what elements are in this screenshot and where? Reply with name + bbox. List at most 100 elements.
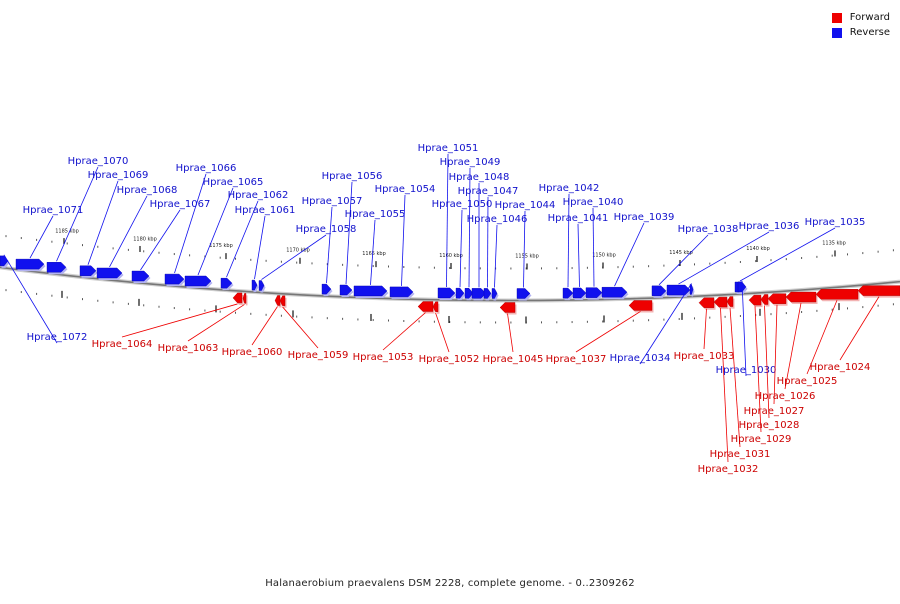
legend-swatch-reverse [832, 28, 842, 38]
gene-label: Hprae_1054 [375, 184, 436, 195]
gene-label: Hprae_1058 [296, 224, 357, 235]
gene-label: Hprae_1027 [744, 406, 805, 417]
gene-label: Hprae_1042 [539, 183, 600, 194]
gene-label: Hprae_1026 [755, 391, 816, 402]
gene-leader-line [704, 309, 707, 349]
gene-leader-line [495, 225, 498, 287]
gene-label: Hprae_1063 [158, 343, 219, 354]
gene-label: Hprae_1056 [322, 171, 383, 182]
gene-label: Hprae_1024 [810, 362, 871, 373]
gene-label: Hprae_1025 [777, 376, 838, 387]
gene-label: Hprae_1029 [731, 434, 792, 445]
gene-arrow [749, 295, 761, 305]
gene-label: Hprae_1047 [458, 186, 519, 197]
gene-label: Hprae_1062 [228, 190, 289, 201]
gene-label: Hprae_1069 [88, 170, 149, 181]
gene-leader-line [488, 197, 489, 287]
gene-leader-line [283, 307, 319, 348]
gene-arrow [699, 298, 714, 308]
gene-label: Hprae_1035 [805, 217, 866, 228]
gene-arrow [858, 286, 900, 296]
map-caption: Halanaerobium praevalens DSM 2228, compl… [0, 578, 900, 589]
gene-label: Hprae_1037 [546, 354, 607, 365]
gene-arrow [714, 297, 727, 307]
scale-label: 1140 kbp [746, 246, 770, 252]
gene-label: Hprae_1057 [302, 196, 363, 207]
gene-label: Hprae_1032 [698, 464, 759, 475]
gene-arrow [233, 293, 242, 303]
scale-label: 1175 kbp [209, 243, 233, 249]
gene-arrow [629, 300, 652, 310]
gene-label: Hprae_1061 [235, 205, 296, 216]
legend-swatch-forward [832, 13, 842, 23]
gene-label: Hprae_1067 [150, 199, 211, 210]
scale-label: 1160 kbp [439, 253, 463, 259]
gene-label: Hprae_1033 [674, 351, 735, 362]
scale-label: 1185 kbp [55, 228, 79, 234]
gene-label: Hprae_1046 [467, 214, 528, 225]
gene-label: Hprae_1028 [739, 420, 800, 431]
gene-label: Hprae_1060 [222, 347, 283, 358]
gene-label: Hprae_1064 [92, 339, 153, 350]
gene-label: Hprae_1051 [418, 143, 479, 154]
gene-label: Hprae_1070 [68, 156, 129, 167]
gene-arrow [602, 287, 627, 297]
gene-arrow [816, 289, 858, 299]
gene-arrow [354, 286, 387, 296]
gene-label: Hprae_1050 [432, 199, 493, 210]
legend: Forward Reverse [832, 10, 890, 40]
gene-leader-line [252, 307, 278, 345]
gene-leader-line [578, 224, 580, 287]
gene-leader-line [460, 210, 462, 287]
gene-leader-line [262, 235, 327, 280]
scale-label: 1155 kbp [515, 253, 539, 259]
gene-label: Hprae_1034 [610, 353, 671, 364]
gene-leader-line [740, 228, 835, 281]
gene-label: Hprae_1065 [203, 177, 264, 188]
gene-track [0, 256, 900, 315]
gene-label: Hprae_1036 [739, 221, 800, 232]
gene-arrow [390, 287, 413, 297]
gene-leader-line [327, 207, 333, 283]
gene-label: Hprae_1049 [440, 157, 501, 168]
gene-leader-line [436, 313, 450, 352]
gene-arrow [418, 302, 433, 312]
gene-label: Hprae_1052 [419, 354, 480, 365]
gene-label: Hprae_1039 [614, 212, 675, 223]
gene-leader-line [659, 235, 708, 285]
gene-arrow [275, 296, 280, 306]
scale-label: 1145 kbp [669, 250, 693, 256]
gene-leader-line [721, 308, 729, 462]
legend-label-reverse: Reverse [850, 27, 890, 38]
gene-label: Hprae_1055 [345, 209, 406, 220]
gene-leader-line [840, 297, 879, 360]
gene-leader-line [615, 223, 645, 286]
gene-label: Hprae_1045 [483, 354, 544, 365]
gene-label: Hprae_1040 [563, 197, 624, 208]
gene-label: Hprae_1053 [353, 352, 414, 363]
gene-label: Hprae_1044 [495, 200, 556, 211]
gene-label: Hprae_1072 [27, 332, 88, 343]
gene-leader-line [383, 313, 426, 350]
gene-leader-line [679, 232, 770, 284]
legend-item-forward: Forward [832, 10, 890, 25]
gene-arrow [185, 276, 211, 286]
scale-label: 1135 kbp [822, 241, 846, 247]
gene-arrow [500, 302, 515, 312]
gene-label: Hprae_1059 [288, 350, 349, 361]
gene-label: Hprae_1031 [710, 449, 771, 460]
gene-leader-line [30, 216, 53, 258]
gene-label: Hprae_1066 [176, 163, 237, 174]
gene-leader-line [508, 313, 514, 352]
gene-arrow [768, 294, 786, 304]
gene-leader-line [774, 305, 777, 404]
gene-arrow [97, 268, 122, 278]
gene-label: Hprae_1048 [449, 172, 510, 183]
scale-label: 1150 kbp [592, 252, 616, 258]
gene-arrow [667, 285, 690, 295]
gene-leader-line [175, 174, 207, 273]
gene-arrow [786, 292, 816, 302]
gene-label: Hprae_1071 [23, 205, 84, 216]
